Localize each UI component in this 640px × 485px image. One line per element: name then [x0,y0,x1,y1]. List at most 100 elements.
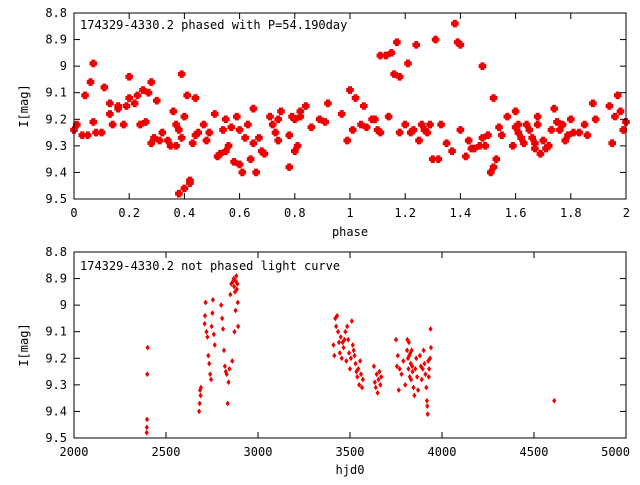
unphased-data-point [342,336,347,343]
phased-data-point [533,120,542,129]
phased-data-point [285,163,294,171]
phased-data-point [434,155,443,163]
phased-data-point [564,131,572,140]
unphased-data-point [371,363,377,370]
phased-data-point [235,126,244,134]
phased-data-point [122,102,131,110]
phased-data-point [401,120,409,129]
phased-data-point [119,120,128,129]
phased-data-point [384,112,393,121]
unphased-data-point [206,352,211,359]
phased-data-point [141,118,150,126]
unphased-data-point [415,374,420,380]
phased-data-point [130,99,139,108]
unphased-data-point [346,336,351,343]
phased-data-point [97,128,106,137]
unphased-data-point [334,323,339,330]
phased-data-point [387,49,396,57]
phased-data-point [191,94,200,102]
phased-data-point [525,126,534,134]
phased-data-point [415,136,423,145]
phased-data-point [426,120,434,129]
phased-data-point [133,91,142,100]
unphased-data-point [409,347,414,354]
unphased-data-point [343,328,348,335]
phased-data-point [268,120,277,129]
unphased-y-tick-label: 8.9 [45,272,67,286]
unphased-data-point [225,400,230,407]
phased-data-point [351,94,360,102]
phased-data-point [246,155,255,163]
unphased-data-point [423,371,428,378]
phased-data-point [492,155,501,163]
unphased-data-point [404,347,410,354]
unphased-data-point [358,371,364,378]
phased-data-point [147,139,156,147]
unphased-data-point [145,344,150,351]
unphased-data-points [144,273,557,436]
phased-light-curve-panel: 0 0.2 0.4 0.6 0.8 1 1.2 1.4 1.6 1.8 2 8.8 8.9 9 9.1 9.2… [17,6,630,239]
phased-data-point [503,112,512,121]
phased-data-point [266,112,274,121]
phased-data-point [591,115,600,124]
unphased-data-point [413,366,418,372]
unphased-data-point [332,352,337,359]
phased-y-tick-label: 8.9 [45,33,67,47]
phased-data-point [547,126,556,134]
phased-data-point [611,112,619,121]
unphased-data-point [222,363,227,370]
unphased-y-tick-label: 9.4 [45,404,67,418]
phased-data-point [514,120,523,129]
phased-data-point [605,102,614,110]
unphased-x-tick-label: 3000 [244,445,273,459]
unphased-data-point [408,376,414,383]
unphased-data-point [426,358,431,364]
unphased-axis-ticks: 2000 2500 3000 3500 4000 4500 5000 8.8 8.9 9 9.1 9.… [45,245,630,459]
phased-data-point [202,136,211,145]
unphased-data-point [419,376,424,383]
unphased-data-point [340,339,345,346]
unphased-data-point [220,326,226,332]
phased-data-point [346,86,354,94]
phased-data-point [307,123,316,132]
phased-data-point [191,131,200,140]
unphased-data-point [421,347,426,354]
phased-x-tick-label: 0 [70,206,77,220]
unphased-data-point [235,281,240,287]
phased-data-point [539,136,547,145]
unphased-data-point [427,355,433,362]
unphased-data-point [202,320,207,327]
phased-data-point [213,152,222,161]
unphased-x-tick-label: 3500 [336,445,365,459]
phased-data-point [274,115,283,124]
unphased-data-point [197,408,202,415]
unphased-data-point [424,397,430,404]
unphased-data-point [230,358,235,364]
phased-data-point [255,134,263,142]
unphased-y-tick-label: 9.5 [45,431,67,445]
phased-data-point [321,118,329,126]
unphased-data-point [229,281,234,287]
phased-data-point [343,136,352,145]
unphased-data-point [198,384,204,391]
unphased-x-tick-label: 2000 [60,445,89,459]
phased-data-point [125,94,133,102]
phased-x-tick-label: 1.8 [560,206,582,220]
phased-data-point [583,131,592,140]
phased-x-tick-label: 1 [346,206,353,220]
phased-data-point [423,128,432,137]
unphased-data-point [333,315,338,322]
unphased-data-point [420,366,425,372]
unphased-data-point [233,307,238,314]
phased-y-axis-label: I[mag] [17,84,31,127]
unphased-data-point [375,389,380,396]
phased-data-point [84,131,92,140]
unphased-data-point [425,403,430,409]
unphased-data-point [373,384,378,391]
phased-data-point [511,107,520,116]
phased-data-point [412,41,421,49]
phased-x-axis-label: phase [332,225,368,239]
phased-data-point [205,128,214,137]
phased-data-point [227,123,236,132]
